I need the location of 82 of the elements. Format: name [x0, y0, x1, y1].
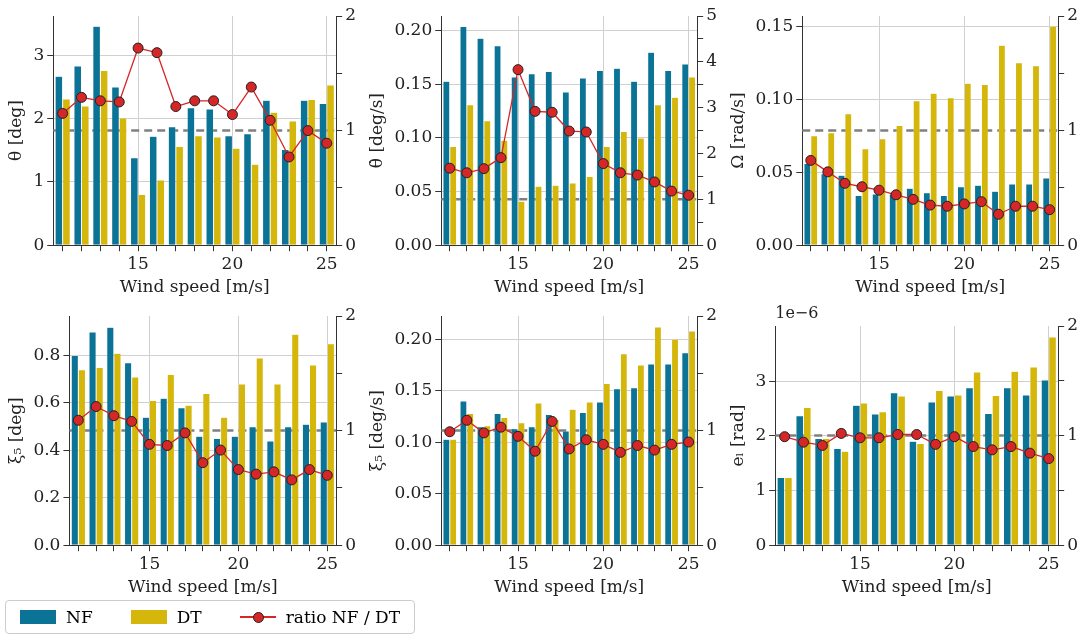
legend-label: NF	[66, 607, 93, 627]
y-tick-label: 0.05	[394, 482, 433, 503]
y2-tick-label: 0	[706, 533, 718, 554]
y-tick-label: 0.00	[755, 233, 794, 254]
y2-tick-label: 0	[706, 233, 718, 254]
text: 1e−6	[775, 303, 819, 323]
y2-tick-label: 1	[345, 119, 357, 140]
y-axis-title: θ [deg]	[4, 100, 25, 161]
y-axis-title: eₗ [rad]	[726, 404, 747, 467]
y2-tick-label: 0	[345, 533, 357, 554]
y-tick-label: 2	[33, 106, 45, 127]
y2-tick-label: 0	[345, 233, 357, 254]
y-tick-label: 0.10	[394, 126, 433, 147]
y2-tick-label: 2	[706, 304, 718, 325]
y2-tick-label: 3	[706, 96, 718, 117]
y-tick-label: 3	[33, 43, 45, 64]
y-tick-label: 0	[755, 533, 767, 554]
y2-tick-label: 2	[1067, 4, 1079, 25]
y-tick-label: 0.15	[394, 379, 433, 400]
y2-tick-label: 4	[706, 50, 718, 71]
y-tick-label: 0.20	[394, 327, 433, 348]
y2-tick-label: 1	[706, 187, 718, 208]
y-tick-label: 0.15	[755, 14, 794, 35]
x-tick-label: 20	[221, 252, 244, 273]
x-tick-label: 25	[677, 552, 700, 573]
y2-tick-label: 1	[706, 419, 718, 440]
x-tick-label: 20	[592, 252, 615, 273]
y2-tick-label: 0	[1067, 233, 1079, 254]
y2-tick-label: 2	[345, 4, 357, 25]
legend-label: DT	[176, 607, 202, 627]
y-tick-label: 0.0	[33, 533, 61, 554]
x-tick-label: 20	[227, 552, 250, 573]
y-axis-title: Ω [rad/s]	[726, 92, 747, 169]
y-tick-label: 0.00	[394, 533, 433, 554]
x-tick-label: 20	[943, 552, 966, 573]
x-tick-label: 25	[1037, 552, 1060, 573]
y-tick-label: 0.4	[33, 438, 61, 459]
y-tick-label: 0.10	[755, 87, 794, 108]
y-tick-label: 1	[755, 478, 767, 499]
x-axis-title: Wind speed [m/s]	[494, 276, 645, 297]
y-tick-label: 0.2	[33, 486, 61, 507]
y-tick-label: 0.6	[33, 391, 61, 412]
x-axis-title: Wind speed [m/s]	[841, 576, 992, 597]
x-tick-label: 15	[507, 252, 529, 273]
y-tick-label: 0.05	[755, 160, 794, 181]
x-axis-title: Wind speed [m/s]	[127, 576, 278, 597]
y-tick-label: 2	[755, 424, 767, 445]
legend-label: ratio NF / DT	[285, 607, 400, 627]
y-tick-label: 0.20	[394, 19, 433, 40]
y-tick-label: 0	[33, 233, 45, 254]
x-tick-label: 15	[138, 552, 161, 573]
x-tick-label: 25	[315, 252, 338, 273]
y2-tick-label: 2	[345, 304, 357, 325]
y-tick-label: 1	[33, 170, 45, 191]
x-tick-label: 15	[507, 552, 529, 573]
x-tick-label: 25	[677, 252, 700, 273]
y-axis-title: ξ̇₅ [deg/s]	[365, 390, 386, 472]
x-tick-label: 25	[1038, 252, 1061, 273]
y2-tick-label: 1	[1067, 424, 1079, 445]
x-tick-label: 15	[127, 252, 149, 273]
y-tick-label: 0.15	[394, 72, 433, 93]
y-tick-label: 0.05	[394, 180, 433, 201]
y-axis-title: ξ₅ [deg]	[4, 397, 25, 464]
y-tick-label: 3	[755, 369, 767, 390]
x-tick-label: 20	[953, 252, 976, 273]
y2-tick-label: 0	[1067, 533, 1079, 554]
x-tick-label: 15	[849, 552, 871, 573]
y-axis-title: θ̇ [deg/s]	[365, 93, 386, 169]
y2-tick-label: 2	[706, 141, 718, 162]
x-axis-title: Wind speed [m/s]	[855, 276, 1006, 297]
x-tick-label: 15	[868, 252, 890, 273]
x-tick-label: 20	[592, 552, 615, 573]
y2-tick-label: 1	[345, 419, 357, 440]
y2-tick-label: 1	[1067, 119, 1079, 140]
y-tick-label: 0.8	[33, 344, 61, 364]
y-tick-label: 0.00	[394, 233, 433, 254]
x-tick-label: 25	[316, 552, 339, 573]
x-axis-title: Wind speed [m/s]	[119, 276, 270, 297]
y-tick-label: 0.10	[394, 430, 433, 451]
x-axis-title: Wind speed [m/s]	[494, 576, 645, 597]
y2-tick-label: 5	[706, 4, 718, 25]
y2-tick-label: 2	[1067, 314, 1079, 335]
